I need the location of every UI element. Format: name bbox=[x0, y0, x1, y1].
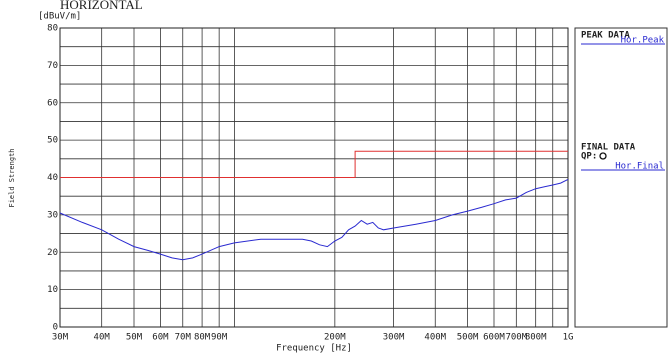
x-tick-label: 800M bbox=[525, 333, 547, 343]
x-tick-label: 600M bbox=[483, 333, 505, 343]
x-tick-label: 50M bbox=[126, 333, 143, 343]
y-tick-label: 60 bbox=[47, 98, 58, 108]
y-tick-label: 0 bbox=[53, 323, 58, 333]
x-tick-label: 200M bbox=[324, 333, 346, 343]
y-tick-label: 10 bbox=[47, 285, 58, 295]
legend-header: PEAK DATA bbox=[581, 31, 630, 41]
legend-marker-label: QP: bbox=[581, 152, 597, 162]
legend-marker bbox=[599, 152, 607, 160]
legend-label: Hor.Final bbox=[615, 162, 664, 172]
y-label: Field Strength bbox=[8, 148, 16, 207]
x-tick-label: 400M bbox=[424, 333, 446, 343]
x-tick-label: 70M bbox=[175, 333, 192, 343]
y-unit: [dBuV/m] bbox=[38, 12, 81, 22]
y-tick-label: 30 bbox=[47, 210, 58, 220]
legend-panel bbox=[574, 27, 668, 328]
limit-line bbox=[60, 150, 568, 178]
x-tick-label: 1G bbox=[563, 333, 574, 343]
y-tick-label: 40 bbox=[47, 173, 58, 183]
legend: PEAK DATA FINAL DATA QP: bbox=[581, 31, 636, 162]
data-line bbox=[59, 178, 569, 261]
x-label: Frequency [Hz] bbox=[276, 344, 352, 354]
y-tick-label: 80 bbox=[47, 24, 58, 34]
x-tick-label: 90M bbox=[211, 333, 228, 343]
y-tick-label: 50 bbox=[47, 136, 58, 146]
x-tick-label: 700M bbox=[505, 333, 527, 343]
x-tick-label: 60M bbox=[152, 333, 169, 343]
legend-header: FINAL DATA bbox=[581, 143, 636, 153]
x-tick-label: 300M bbox=[383, 333, 405, 343]
y-tick-label: 20 bbox=[47, 248, 58, 258]
x-tick-label: 30M bbox=[52, 333, 69, 343]
x-tick-label: 80M bbox=[194, 333, 211, 343]
y-tick-label: 70 bbox=[47, 61, 58, 71]
x-tick-label: 500M bbox=[457, 333, 479, 343]
chart-title: HORIZONTAL bbox=[60, 0, 143, 12]
x-tick-label: 40M bbox=[94, 333, 111, 343]
legend-label: Hor.Peak bbox=[621, 36, 665, 46]
